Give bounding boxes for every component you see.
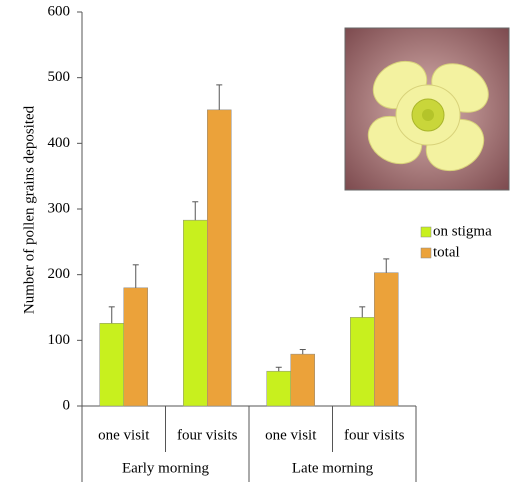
bar	[124, 288, 148, 406]
x-tick-label: one visit	[265, 427, 317, 443]
bar	[291, 354, 315, 406]
bar	[100, 323, 124, 406]
y-tick-label: 100	[48, 332, 71, 348]
x-tick-label: four visits	[177, 427, 238, 443]
y-tick-label: 200	[48, 266, 71, 282]
bar	[350, 317, 374, 406]
bar	[183, 220, 207, 406]
y-tick-label: 400	[48, 135, 71, 151]
legend-swatch	[421, 248, 431, 258]
y-axis-title: Number of pollen grains deposited	[21, 105, 37, 314]
group-label: Early morning	[122, 460, 210, 476]
group-label: Late morning	[292, 460, 374, 476]
y-tick-label: 600	[48, 3, 71, 19]
x-tick-label: four visits	[344, 427, 405, 443]
bar	[374, 273, 398, 406]
y-tick-label: 500	[48, 69, 71, 85]
legend-label: total	[433, 244, 460, 260]
inset-photo	[345, 28, 509, 190]
chart: Number of pollen grains deposited 0 100 20…	[0, 0, 519, 482]
legend-label: on stigma	[433, 223, 492, 239]
legend-swatch	[421, 227, 431, 237]
x-tick-label: one visit	[98, 427, 150, 443]
bar	[207, 110, 231, 406]
bar	[267, 371, 291, 406]
y-tick-label: 300	[48, 200, 71, 216]
y-tick-label: 0	[63, 397, 71, 413]
